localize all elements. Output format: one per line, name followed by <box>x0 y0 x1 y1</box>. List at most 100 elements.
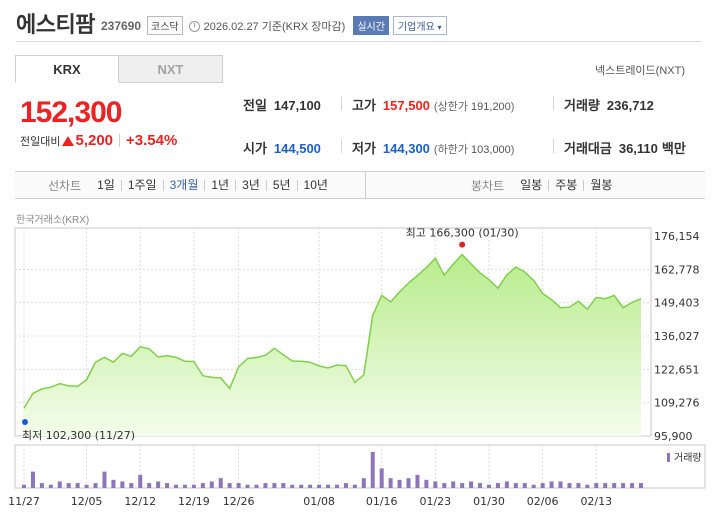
stat-label: 고가 <box>352 98 376 113</box>
volume-bar <box>84 484 89 488</box>
volume-bar <box>191 484 196 488</box>
stat-value: 36,110 <box>618 141 658 156</box>
volume-bar <box>451 481 456 488</box>
high-value-text: 166,300 (01/30) <box>429 227 518 240</box>
volume-bar <box>129 483 134 488</box>
volume-bar <box>594 483 599 488</box>
y-tick-label: 136,027 <box>654 330 700 343</box>
x-tick-label: 11/27 <box>8 495 40 508</box>
volume-bar <box>469 481 474 488</box>
stat-divider <box>553 139 554 153</box>
volume-bar <box>433 481 438 488</box>
stat-low: 저가 144,300 (하한가 103,000) <box>352 138 514 157</box>
volume-bar <box>156 481 161 488</box>
period-3y[interactable]: 3년 <box>236 179 267 191</box>
nextrade-label: 넥스트레이드(NXT) <box>594 65 685 77</box>
volume-bar <box>370 452 375 488</box>
x-tick-label: 02/06 <box>527 495 559 508</box>
period-1y[interactable]: 1년 <box>205 179 237 191</box>
period-3m[interactable]: 3개월 <box>164 179 206 191</box>
clock-icon <box>188 20 200 32</box>
stat-value: 144,500 <box>273 141 321 156</box>
company-overview-button[interactable]: 기업개요 ▾ <box>392 16 447 35</box>
volume-bar <box>200 483 205 488</box>
volume-bar <box>254 484 259 488</box>
candle-monthly[interactable]: 월봉 <box>590 177 613 192</box>
volume-bar <box>343 483 348 488</box>
period-10y[interactable]: 10년 <box>303 177 328 192</box>
stat-divider <box>341 96 342 110</box>
volume-bar <box>22 484 26 488</box>
change-percent: +3.54% <box>126 132 178 149</box>
period-1d[interactable]: 1일 <box>91 179 122 191</box>
stock-header: 에스티팜 237690 코스닥 2026.02.27 기준(KRX 장마감) 실… <box>16 8 447 38</box>
stat-sub-value: 103,000 <box>471 144 511 156</box>
volume-bar <box>639 483 643 488</box>
y-tick-label: 95,900 <box>654 430 693 443</box>
volume-bar <box>30 471 35 488</box>
high-label: 최고 <box>406 227 426 240</box>
volume-bar <box>102 471 107 488</box>
y-tick-label: 149,403 <box>654 297 700 310</box>
x-tick-label: 01/08 <box>303 495 335 508</box>
volume-bar <box>317 484 322 488</box>
change-amount: 5,200 <box>75 132 114 149</box>
stat-value: 236,712 <box>606 98 654 113</box>
up-triangle-icon <box>62 135 75 146</box>
volume-legend-swatch <box>667 453 670 462</box>
line-chart-label: 선차트 <box>48 178 82 193</box>
candle-daily[interactable]: 일봉 <box>514 179 550 191</box>
volume-bar <box>272 483 277 488</box>
exchange-label: 한국거래소(KRX) <box>16 215 90 226</box>
options-divider <box>365 172 366 198</box>
company-overview-label: 기업개요 <box>397 22 435 33</box>
x-tick-label: 12/12 <box>124 495 156 508</box>
volume-bar <box>630 483 635 488</box>
volume-bar <box>236 483 241 488</box>
stat-sub: (상한가 191,200) <box>433 101 515 113</box>
stat-label: 거래대금 <box>564 141 612 156</box>
chevron-down-icon: ▾ <box>437 23 442 32</box>
volume-bar <box>138 474 143 488</box>
price-change: 전일대비 5,200 +3.54% <box>20 132 177 149</box>
y-tick-label: 109,276 <box>654 397 700 410</box>
stat-trade-value: 거래대금 36,110 백만 <box>564 138 686 157</box>
volume-bar <box>558 481 563 488</box>
y-tick-label: 122,651 <box>654 363 700 376</box>
volume-bar <box>504 481 509 488</box>
high-annotation: 최고 166,300 (01/30) <box>406 227 519 240</box>
volume-bar <box>120 481 125 488</box>
stat-label: 저가 <box>352 141 376 156</box>
tab-krx[interactable]: KRX <box>15 55 119 83</box>
volume-bar <box>415 474 420 488</box>
volume-bar <box>621 483 626 488</box>
exchange-tabs: KRX NXT <box>15 55 223 83</box>
period-1w[interactable]: 1주일 <box>122 179 164 191</box>
volume-bar <box>397 479 402 488</box>
volume-bar <box>442 483 447 488</box>
date-info: 2026.02.27 기준(KRX 장마감) <box>188 18 345 34</box>
price-line <box>23 253 642 409</box>
candle-weekly[interactable]: 주봉 <box>549 179 585 191</box>
stat-prev-close: 전일 147,100 <box>243 95 321 114</box>
low-label: 최저 <box>22 429 42 442</box>
volume-bar <box>111 479 116 488</box>
header-divider <box>16 41 701 42</box>
volume-bar <box>48 484 53 488</box>
volume-bar <box>540 483 545 488</box>
volume-legend: 거래량 <box>674 452 702 464</box>
realtime-button[interactable]: 실시간 <box>353 16 389 35</box>
volume-bar <box>576 483 581 488</box>
period-5y[interactable]: 5년 <box>267 179 298 191</box>
high-marker <box>459 241 466 248</box>
volume-bar <box>209 481 214 488</box>
x-tick-label: 01/23 <box>419 495 451 508</box>
volume-bar <box>326 484 331 488</box>
current-price: 152,300 <box>20 96 122 129</box>
volume-bar <box>281 483 286 488</box>
stat-sub-label: 하한가 <box>437 144 468 156</box>
tab-nxt[interactable]: NXT <box>119 55 223 83</box>
x-tick-label: 02/13 <box>580 495 612 508</box>
volume-bar <box>218 478 223 488</box>
